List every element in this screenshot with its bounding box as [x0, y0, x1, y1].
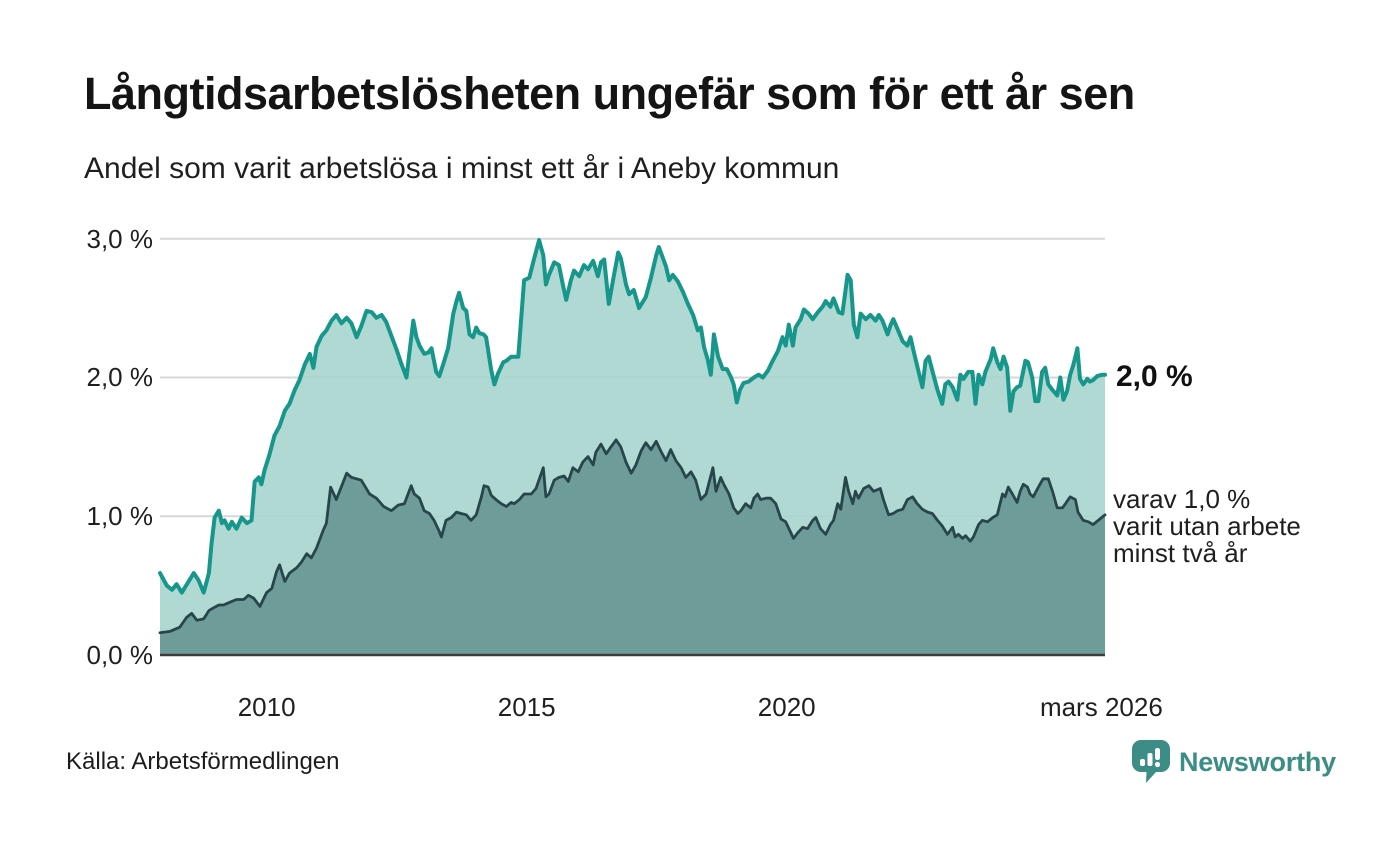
newsworthy-wordmark: Newsworthy: [1178, 746, 1336, 777]
annotation-line-3: minst två år: [1113, 538, 1248, 568]
y-axis-tick-label: 0,0 %: [86, 640, 154, 670]
y-axis-tick-label: 3,0 %: [86, 223, 154, 254]
page-title: Långtidsarbetslösheten ungefär som för e…: [84, 68, 1135, 119]
annotation-line-1: varav 1,0 %: [1113, 484, 1251, 514]
newsworthy-logo-icon: [1131, 740, 1170, 784]
source-note: Källa: Arbetsförmedlingen: [66, 748, 340, 775]
y-axis-tick-label: 2,0 %: [86, 362, 154, 393]
x-axis-tick-label: 2010: [237, 692, 296, 722]
x-axis-tick-label: mars 2026: [1039, 692, 1163, 722]
y-axis-tick-label: 1,0 %: [86, 501, 154, 532]
latest-value-label: 2,0 %: [1116, 360, 1193, 393]
x-axis-tick-label: 2015: [497, 692, 556, 722]
two-year-series-annotation: varav 1,0 % varit utan arbete minst två …: [1113, 486, 1301, 567]
x-axis-tick-label: 2020: [757, 692, 816, 722]
annotation-line-2: varit utan arbete: [1113, 511, 1301, 541]
page-subtitle: Andel som varit arbetslösa i minst ett å…: [84, 152, 840, 185]
newsworthy-brand: Newsworthy: [1131, 740, 1336, 784]
